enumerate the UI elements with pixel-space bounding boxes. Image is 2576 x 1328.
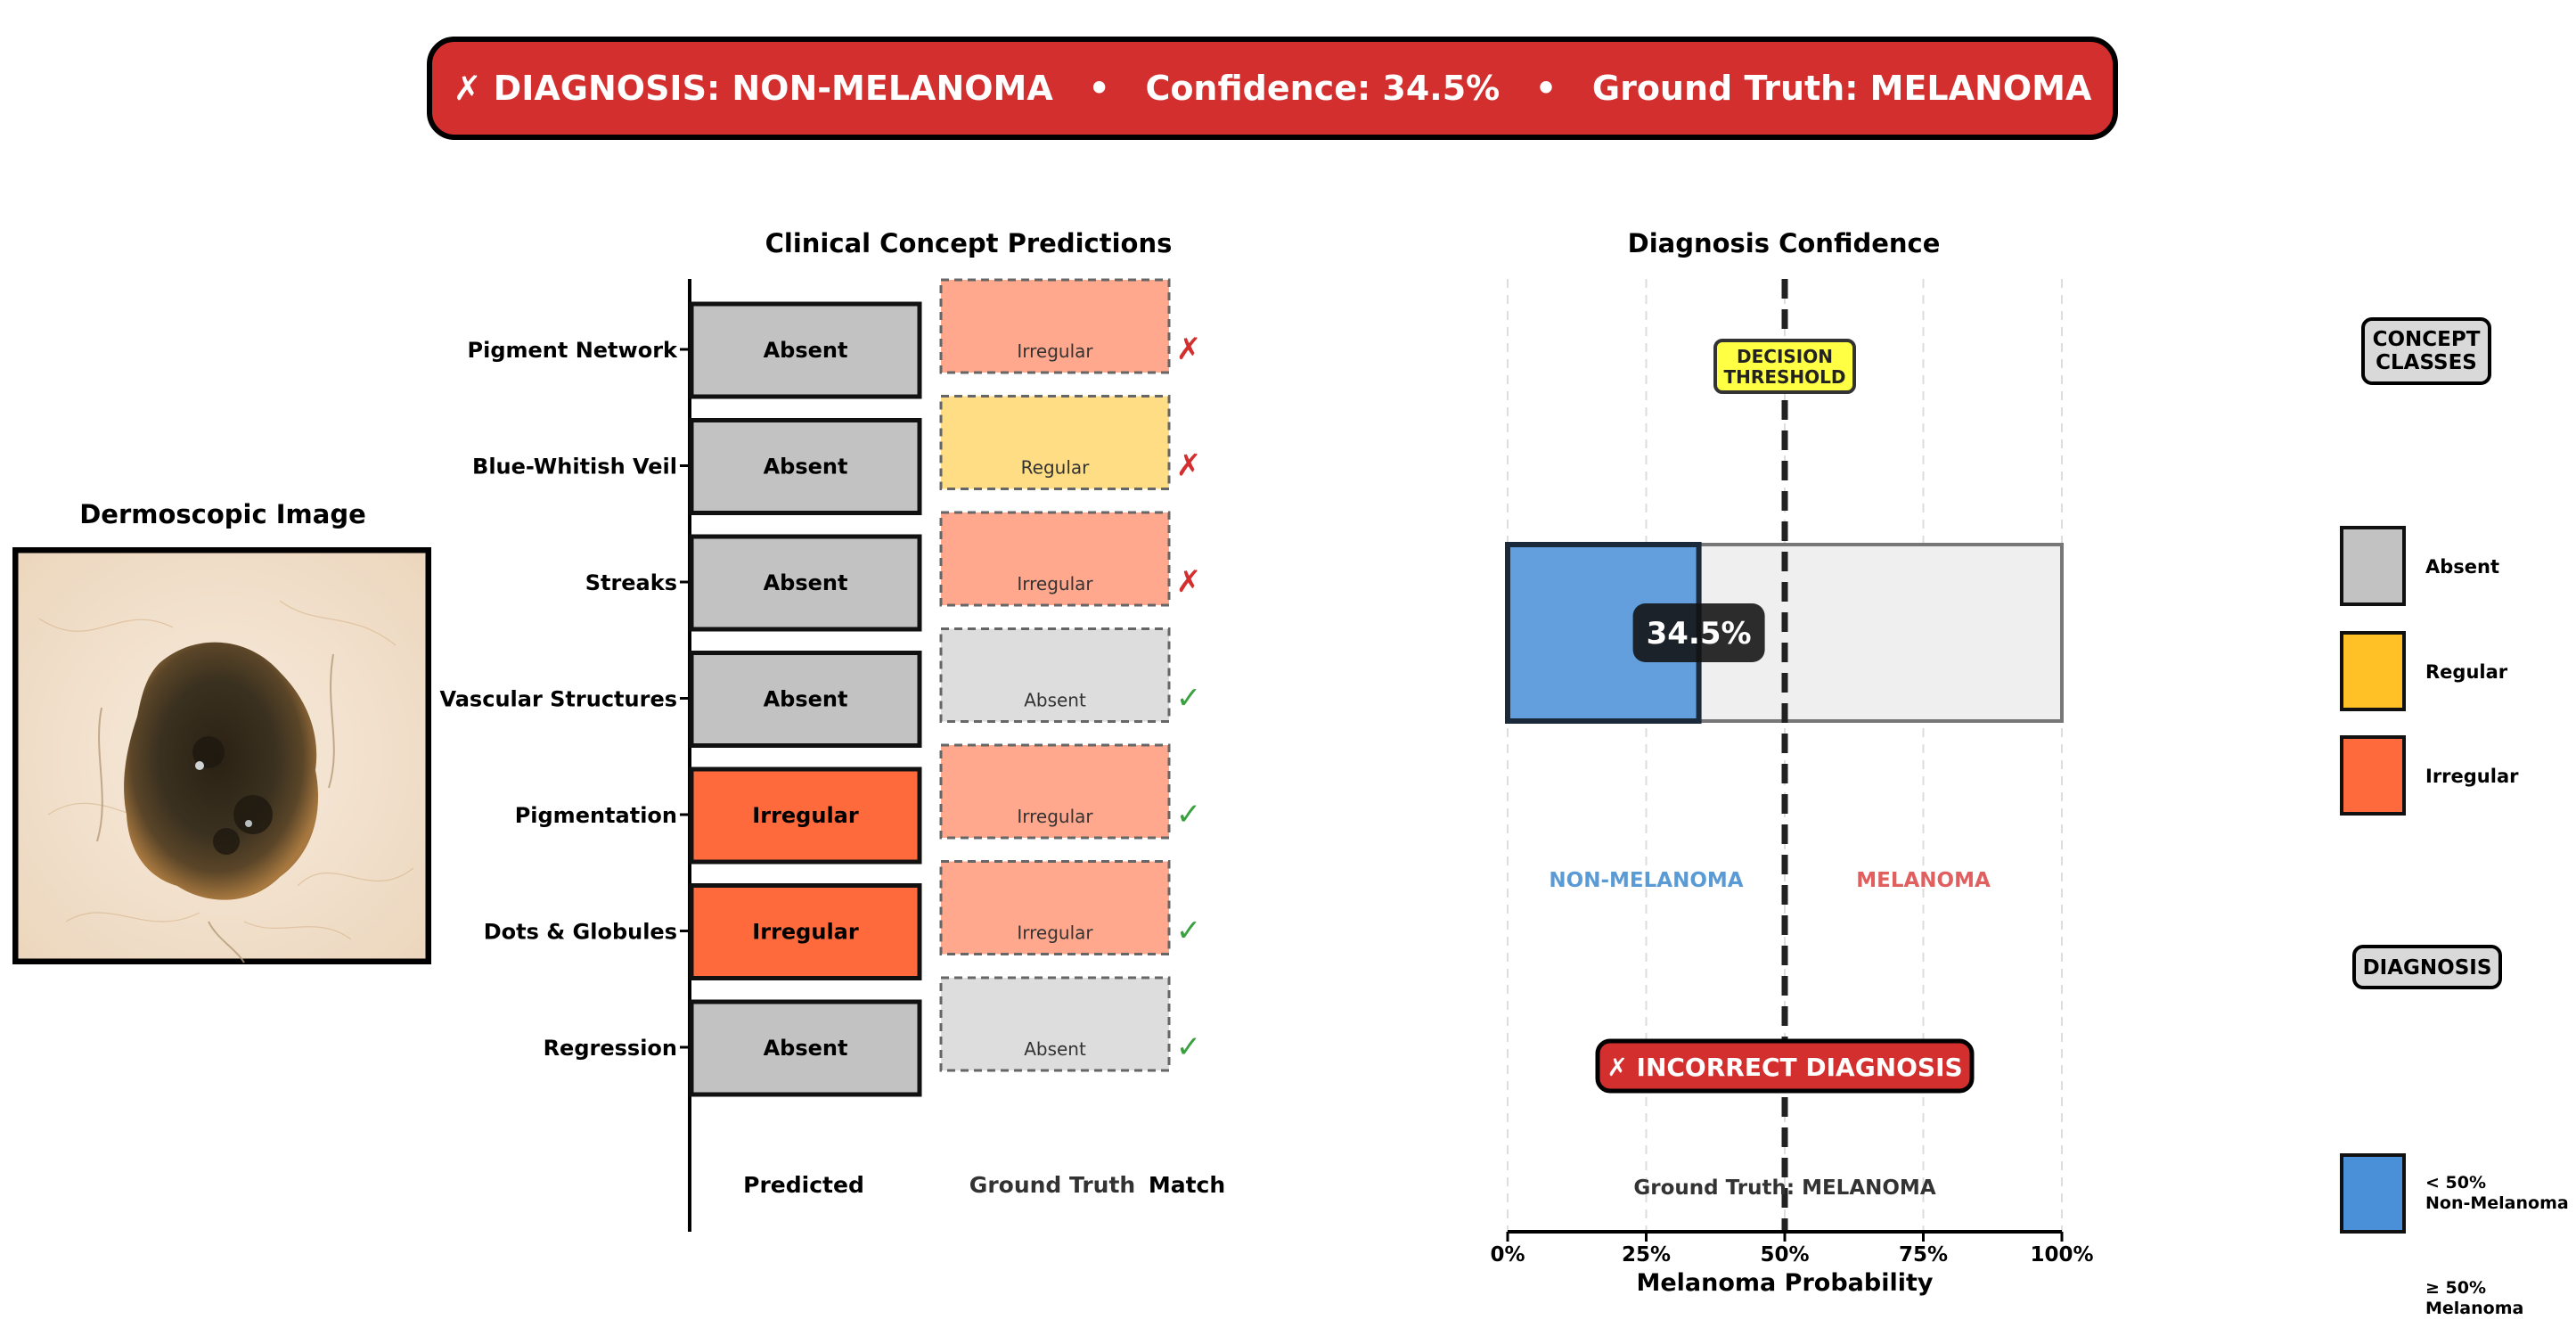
predicted-box	[689, 883, 922, 980]
lesion	[124, 642, 319, 900]
predicted-value: Absent	[764, 570, 848, 595]
ground-truth-box	[939, 511, 1171, 607]
col-ground-truth-label: Ground Truth	[969, 1172, 1135, 1198]
decision-threshold-label-box	[1713, 339, 1856, 394]
banner-layer: ✗ DIAGNOSIS: NON-MELANOMA • Confidence: …	[427, 37, 2118, 140]
col-match-label: Match	[1149, 1172, 1225, 1198]
concept-row-label: Vascular Structures	[439, 687, 677, 712]
ground-truth-box	[939, 627, 1171, 723]
legend-label: Irregular	[2425, 766, 2519, 787]
x-tick-label: 50%	[1760, 1243, 1809, 1267]
predicted-box	[689, 301, 922, 399]
predicted-box	[689, 534, 922, 632]
x-tick-label: 75%	[1899, 1243, 1948, 1267]
legend-dx-line2: Non-Melanoma	[2425, 1193, 2569, 1213]
predicted-value: Absent	[764, 687, 848, 712]
legend-swatch-non-melanoma	[2340, 1153, 2406, 1234]
legend-swatch-regular	[2340, 631, 2406, 711]
x-tick-label: 0%	[1490, 1243, 1525, 1267]
ground-truth-text: Ground Truth: MELANOMA	[1633, 1176, 1935, 1200]
match-check-icon: ✓	[1176, 1029, 1202, 1065]
legend-swatch-irregular	[2340, 735, 2406, 816]
probability-value-label: 34.5%	[1647, 616, 1752, 652]
ground-truth-value: Absent	[1024, 1038, 1086, 1060]
concept-row-label: Blue-Whitish Veil	[472, 455, 677, 480]
concept-row-label: Pigment Network	[468, 338, 679, 363]
ground-truth-value: Irregular	[1017, 573, 1093, 594]
x-tick-label: 100%	[2030, 1243, 2093, 1267]
legend-swatch-absent	[2340, 526, 2406, 606]
legend-label: Absent	[2425, 556, 2499, 578]
legend-concept-header-box	[2361, 317, 2491, 385]
legend-diagnosis-header: DIAGNOSIS	[2363, 956, 2492, 980]
concept-row-label: Regression	[544, 1036, 677, 1061]
predicted-box	[689, 766, 922, 865]
diagnosis-banner	[427, 37, 2118, 140]
legend-dx-line2: Melanoma	[2425, 1299, 2523, 1318]
x-axis-label: Melanoma Probability	[1637, 1269, 1934, 1297]
diagnosis-banner-text: ✗ DIAGNOSIS: NON-MELANOMA • Confidence: …	[454, 69, 2092, 108]
mismatch-cross-icon: ✗	[1176, 448, 1202, 484]
match-check-icon: ✓	[1176, 914, 1202, 949]
predicted-value: Absent	[764, 455, 848, 480]
legend-dx-line1: < 50%	[2425, 1173, 2486, 1193]
legend-diagnosis-header-box	[2352, 945, 2502, 989]
col-predicted-label: Predicted	[743, 1172, 864, 1198]
mismatch-cross-icon: ✗	[1176, 564, 1202, 600]
ground-truth-box	[939, 395, 1171, 490]
confidence-chart-title: Diagnosis Confidence	[1628, 228, 1941, 258]
region-label-non-melanoma: NON-MELANOMA	[1549, 869, 1743, 892]
predicted-value: Irregular	[752, 803, 859, 828]
concept-row-label: Pigmentation	[515, 803, 677, 828]
match-check-icon: ✓	[1176, 797, 1202, 832]
legend: CONCEPT CLASSES Absent Regular Irregular D…	[2340, 317, 2569, 1318]
image-panel-title: Dermoscopic Image	[79, 499, 366, 529]
ground-truth-value: Regular	[1021, 457, 1090, 479]
probability-value-box	[1632, 603, 1765, 662]
ground-truth-value: Irregular	[1017, 806, 1093, 827]
legend-concept-header-line1: CONCEPT	[2373, 328, 2481, 351]
ground-truth-value: Absent	[1024, 690, 1086, 711]
concept-row-label: Dots & Globules	[484, 920, 677, 945]
ground-truth-box	[939, 743, 1171, 840]
ground-truth-box	[939, 278, 1171, 374]
concept-row-label: Streaks	[585, 570, 677, 595]
mismatch-cross-icon: ✗	[1176, 332, 1202, 367]
ground-truth-value: Irregular	[1017, 340, 1093, 362]
ground-truth-box	[939, 860, 1171, 955]
legend-label: Regular	[2425, 661, 2508, 683]
predicted-value: Absent	[764, 1036, 848, 1061]
concept-panel-title: Clinical Concept Predictions	[765, 228, 1173, 258]
predicted-value: Irregular	[752, 920, 859, 945]
predicted-box	[689, 999, 922, 1097]
match-check-icon: ✓	[1176, 681, 1202, 717]
ground-truth-box	[939, 976, 1171, 1072]
decision-threshold-label-line1: DECISION	[1737, 346, 1833, 367]
verdict-text: ✗ INCORRECT DIAGNOSIS	[1607, 1053, 1962, 1082]
decision-threshold-label-line2: THRESHOLD	[1724, 366, 1846, 388]
region-label-melanoma: MELANOMA	[1856, 869, 1991, 892]
legend-concept-header-line2: CLASSES	[2376, 351, 2477, 374]
concept-panel: Clinical Concept Predictions Pigment Net…	[439, 228, 1225, 1232]
legend-dx-line1: ≥ 50%	[2425, 1278, 2486, 1298]
predicted-value: Absent	[764, 338, 848, 363]
ground-truth-value: Irregular	[1017, 922, 1093, 944]
confidence-chart: Diagnosis Confidence DECISION THRESHOLD …	[1490, 228, 2093, 1297]
predicted-box	[689, 418, 922, 515]
predicted-box	[689, 651, 922, 748]
x-tick-label: 25%	[1622, 1243, 1671, 1267]
verdict-badge	[1595, 1038, 1975, 1094]
dermoscopic-image	[12, 547, 431, 964]
